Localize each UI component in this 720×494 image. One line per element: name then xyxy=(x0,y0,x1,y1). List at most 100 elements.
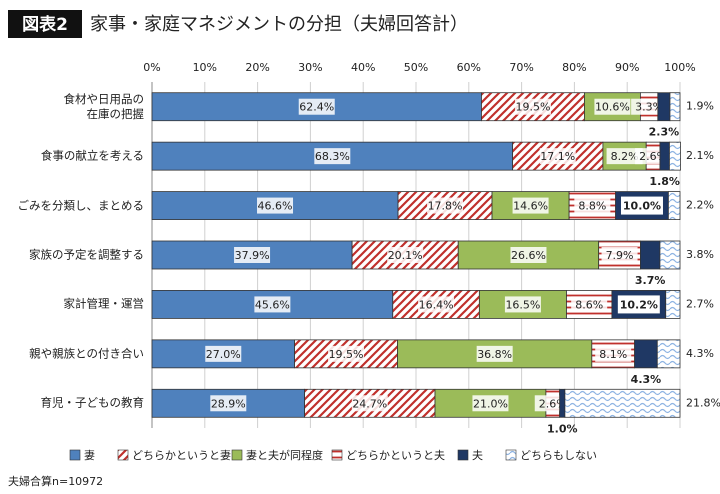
legend-label: どちらもしない xyxy=(520,449,597,462)
data-label: 62.4% xyxy=(299,101,334,114)
legend-swatch xyxy=(231,449,243,461)
label-box xyxy=(571,296,608,313)
bar-segment xyxy=(667,191,681,220)
label-box xyxy=(351,395,388,412)
legend-label: どちらかというと妻 xyxy=(132,449,231,462)
bar-segment xyxy=(659,240,681,270)
data-label: 3.7% xyxy=(635,274,666,287)
label-box xyxy=(472,395,509,412)
bar-segment xyxy=(656,339,681,369)
label-box xyxy=(387,247,424,263)
data-label: 17.1% xyxy=(540,150,575,163)
legend-swatch xyxy=(331,449,343,461)
label-box xyxy=(514,98,551,115)
bar-segment xyxy=(669,92,681,122)
bar-segment xyxy=(640,240,661,270)
x-tick-label: 20% xyxy=(245,61,269,74)
label-box xyxy=(512,197,549,214)
legend-label: 夫 xyxy=(472,449,483,462)
label-box xyxy=(615,293,662,316)
legend-swatch xyxy=(505,449,517,461)
data-label: 10.0% xyxy=(623,200,661,213)
x-tick-label: 90% xyxy=(615,61,639,74)
bar-segment xyxy=(665,290,681,319)
label-box xyxy=(476,345,513,362)
category-label: 家計管理・運営 xyxy=(63,296,145,311)
x-tick-label: 60% xyxy=(457,61,481,74)
label-box xyxy=(595,345,632,362)
data-label: 8.6% xyxy=(575,298,603,311)
data-label: 19.5% xyxy=(515,101,550,114)
figure-label: 図表2 xyxy=(22,14,68,35)
category-label: 家族の予定を調整する xyxy=(29,247,144,262)
label-box xyxy=(210,395,247,412)
label-box xyxy=(298,98,335,115)
data-label: 37.9% xyxy=(235,249,270,262)
label-box xyxy=(254,296,291,313)
legend-swatch xyxy=(69,449,81,461)
x-tick-label: 70% xyxy=(509,61,533,74)
label-box xyxy=(427,197,464,214)
data-label: 17.8% xyxy=(428,200,463,213)
bar-segment xyxy=(669,141,681,171)
data-label: 2.2% xyxy=(686,199,714,212)
bar-segment xyxy=(397,191,493,220)
data-label: 3.8% xyxy=(686,248,714,261)
data-label: 1.0% xyxy=(547,422,578,435)
data-label: 8.1% xyxy=(599,348,627,361)
bar-segment xyxy=(294,339,398,369)
data-label: 2.7% xyxy=(686,297,714,310)
x-tick-label: 80% xyxy=(562,61,586,74)
legend-label: どちらかというと夫 xyxy=(346,449,445,462)
label-box xyxy=(618,194,665,217)
label-box xyxy=(574,197,611,214)
x-tick-label: 0% xyxy=(143,61,160,74)
data-label: 4.3% xyxy=(631,373,662,386)
figure-badge xyxy=(8,10,82,38)
data-label: 10.2% xyxy=(620,298,658,311)
data-label: 16.4% xyxy=(419,298,454,311)
x-tick-label: 40% xyxy=(351,61,375,74)
bar-segment xyxy=(657,92,671,122)
data-label: 21.0% xyxy=(473,397,508,410)
data-label: 21.8% xyxy=(686,396,720,409)
label-box xyxy=(510,247,547,263)
legend-swatch xyxy=(457,449,469,461)
label-box xyxy=(234,247,271,263)
category-label: 親や親族との付き合い xyxy=(29,346,144,361)
data-label: 28.9% xyxy=(211,397,246,410)
data-label: 27.0% xyxy=(206,348,241,361)
label-box xyxy=(257,197,294,214)
label-box xyxy=(601,247,638,263)
data-label: 20.1% xyxy=(388,249,423,262)
data-label: 19.5% xyxy=(329,348,364,361)
data-label: 4.3% xyxy=(686,347,714,360)
legend-swatch xyxy=(117,449,129,461)
label-box xyxy=(504,296,541,313)
data-label: 26.6% xyxy=(511,249,546,262)
data-label: 14.6% xyxy=(513,200,548,213)
data-label: 7.9% xyxy=(606,249,634,262)
data-label: 8.2% xyxy=(611,150,639,163)
label-box xyxy=(594,98,631,115)
label-box xyxy=(314,148,351,165)
category-label: ごみを分類し、まとめる xyxy=(17,198,145,213)
label-box xyxy=(539,148,576,165)
data-label: 8.8% xyxy=(578,200,606,213)
legend-label: 妻と夫が同程度 xyxy=(246,448,323,462)
label-box xyxy=(328,345,365,362)
data-label: 2.1% xyxy=(686,149,714,162)
data-label: 24.7% xyxy=(352,397,387,410)
label-box xyxy=(606,148,643,165)
x-tick-label: 30% xyxy=(298,61,322,74)
bar-segment xyxy=(634,339,658,369)
label-box xyxy=(418,296,455,313)
data-label: 2.3% xyxy=(649,126,680,139)
data-label: 1.8% xyxy=(649,175,680,188)
chart-title: 家事・家庭マネジメントの分担（夫婦回答計） xyxy=(90,14,468,35)
bar-segment xyxy=(659,141,670,171)
legend-label: 妻 xyxy=(84,449,95,462)
data-label: 3.3% xyxy=(635,101,663,114)
